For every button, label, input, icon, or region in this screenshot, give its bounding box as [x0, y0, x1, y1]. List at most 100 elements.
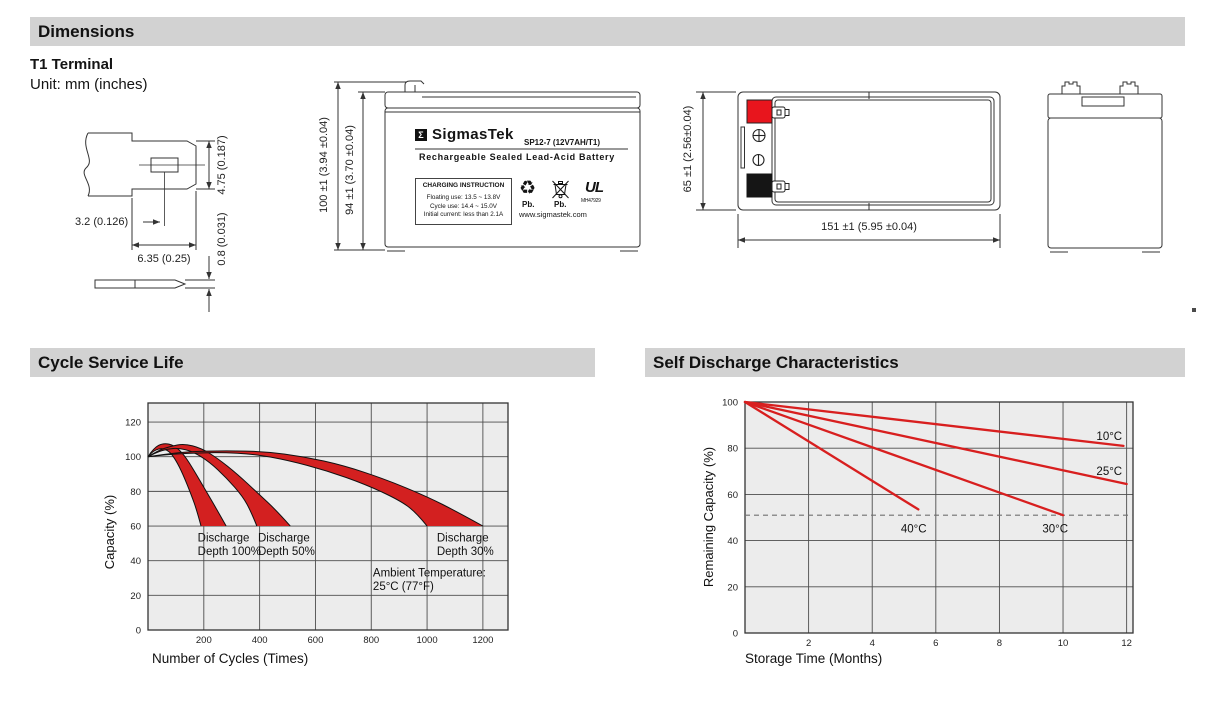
discharge-band-upper-curve	[147, 450, 484, 527]
x-tick-label: 400	[252, 635, 268, 646]
y-tick-label: 40	[130, 556, 141, 567]
website-url: www.sigmastek.com	[519, 210, 587, 219]
chart-annotation: Ambient Temperature: 25°C (77°F)	[373, 567, 486, 593]
cycle-section-title: Cycle Service Life	[38, 353, 184, 372]
y-tick-label: 80	[130, 487, 141, 498]
dim-terminal-thickness: 0.8 (0.031)	[216, 212, 228, 266]
x-tick-label: 2	[806, 638, 811, 649]
x-tick-label: 4	[870, 638, 875, 649]
discharge-band-lower-curve	[147, 448, 202, 527]
chart-annotation: Discharge Depth 30%	[437, 533, 494, 559]
annotation-line: Discharge	[198, 533, 250, 545]
chart-annotation: Discharge Depth 100%	[198, 533, 261, 559]
terminal-detail-drawing	[83, 132, 215, 312]
annotation-line: Discharge	[437, 533, 489, 545]
negative-faston-tab	[771, 180, 790, 193]
product-tagline: Rechargeable Sealed Lead-Acid Battery	[419, 152, 615, 162]
positive-faston-tab	[771, 106, 790, 119]
front-terminal-tab	[404, 80, 425, 92]
terminal-profile	[83, 132, 205, 226]
temperature-label: 40°C	[901, 524, 927, 536]
battery-end-view-drawing	[1047, 81, 1163, 253]
annotation-line: Depth 50%	[258, 546, 315, 558]
discharge-band-lower-curve	[147, 447, 258, 527]
x-tick-label: 6	[933, 638, 938, 649]
discharge-band-fill	[148, 444, 291, 527]
crossed-bin-pb-icon	[552, 180, 569, 199]
charging-title: CHARGING INSTRUCTION	[422, 182, 505, 189]
temperature-line	[743, 400, 1065, 517]
charging-line-1: Floating use: 13.5 ~ 13.8V	[426, 194, 501, 201]
charging-line-2: Cycle use: 14.4 ~ 15.0V	[429, 202, 498, 210]
top-dimension-lines	[696, 91, 1001, 248]
vent-symbol-icon	[752, 153, 765, 167]
temperature-label: 10°C	[1096, 431, 1122, 443]
annotation-line: Ambient Temperature:	[373, 567, 486, 579]
discharge-band-upper-curve	[147, 444, 291, 527]
dim-top-length: 151 ±1 (5.95 ±0.04)	[821, 221, 917, 233]
battery-top-outline	[737, 91, 1001, 211]
brand-name: SigmasTek	[432, 126, 514, 143]
annotation-line: Depth 100%	[198, 546, 261, 558]
y-tick-label: 60	[727, 490, 738, 501]
negative-terminal-black	[746, 173, 773, 198]
stray-mark	[1192, 308, 1196, 312]
y-tick-label: 100	[722, 398, 738, 409]
y-tick-label: 80	[727, 444, 738, 455]
cycle-service-life-chart: 200 400 600 800 1000 1200 0 20 40 60 80 100 120 Disch…	[102, 402, 509, 666]
plot-border	[744, 401, 1134, 634]
front-dimension-lines	[334, 81, 407, 251]
battery-top-view-drawing	[696, 91, 1001, 248]
section-bar-self-discharge: Self Discharge Characteristics	[645, 348, 1185, 377]
t1-terminal-label: T1 Terminal	[30, 56, 114, 73]
temperature-line	[743, 400, 1128, 486]
x-tick-label: 12	[1121, 638, 1132, 649]
temperature-line	[743, 400, 920, 511]
y-tick-label: 100	[125, 452, 141, 463]
x-tick-label: 1000	[416, 635, 437, 646]
pb-bin-label: Pb.	[554, 200, 567, 209]
terminal-dimension-lines	[131, 140, 215, 250]
section-bar-cycle-service-life: Cycle Service Life	[30, 348, 595, 377]
y-tick-label: 0	[136, 626, 141, 637]
pb-recycle-label: Pb.	[522, 200, 535, 209]
annotation-line: 25°C (77°F)	[373, 581, 434, 593]
dim-top-height: 65 ±1 (2.56±0.04)	[682, 105, 694, 193]
end-terminal-left	[1061, 81, 1081, 94]
y-tick-label: 0	[733, 629, 738, 640]
charging-instruction-box: CHARGING INSTRUCTION Floating use: 13.5 …	[415, 178, 512, 225]
dim-terminal-width: 6.35 (0.25)	[137, 253, 191, 265]
dimensions-title: Dimensions	[38, 22, 135, 41]
model-number: SP12-7 (12V7AH/T1)	[524, 138, 601, 147]
temperature-label: 25°C	[1096, 466, 1122, 478]
plus-symbol-icon	[752, 128, 766, 143]
terminal-blade-profile	[94, 256, 215, 312]
x-tick-label: 1200	[472, 635, 493, 646]
y-tick-label: 20	[727, 582, 738, 593]
sigma-logo-icon: Σ	[415, 129, 427, 141]
plot-border	[147, 402, 509, 631]
chart-annotation: Discharge Depth 50%	[258, 533, 315, 559]
dim-body-height: 94 ±1 (3.70 ±0.04)	[344, 125, 356, 215]
positive-terminal-red	[746, 99, 773, 124]
recycle-pb-icon: ♻	[519, 178, 537, 199]
annotation-line: Discharge	[258, 533, 310, 545]
y-tick-label: 120	[125, 418, 141, 429]
y-tick-label: 60	[130, 522, 141, 533]
ul-file-code: MH47929	[581, 198, 601, 204]
y-axis-title: Capacity (%)	[102, 495, 117, 569]
section-bar-dimensions: Dimensions	[30, 17, 1185, 46]
battery-front-view-drawing	[334, 80, 641, 252]
x-tick-label: 800	[363, 635, 379, 646]
x-axis-title: Number of Cycles (Times)	[152, 651, 308, 666]
y-tick-label: 20	[130, 591, 141, 602]
plot-background	[745, 402, 1133, 633]
unit-note: Unit: mm (inches)	[30, 76, 148, 93]
self-discharge-chart: 2 4 6 8 10 12 0 20 40 60 80 100 10°C 25°C 30°C 40°C Rema…	[701, 398, 1134, 666]
y-axis-title: Remaining Capacity (%)	[701, 447, 716, 587]
self-section-title: Self Discharge Characteristics	[653, 353, 899, 372]
x-tick-label: 200	[196, 635, 212, 646]
battery-front-outline	[384, 80, 641, 252]
y-tick-label: 40	[727, 536, 738, 547]
